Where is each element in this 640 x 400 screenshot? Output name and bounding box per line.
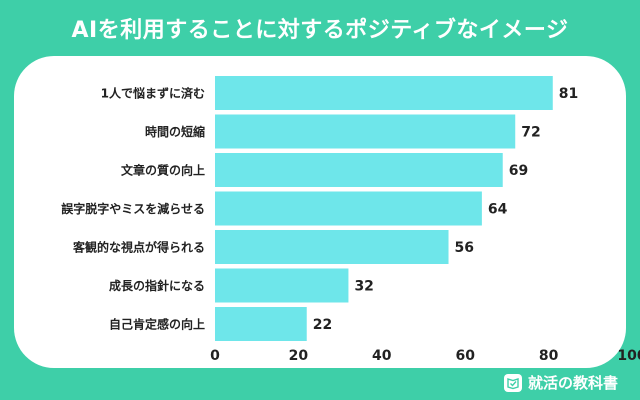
category-label: 誤字脱字やミスを減らせる <box>61 201 205 216</box>
data-label: 32 <box>354 279 373 295</box>
category-label: 文章の質の向上 <box>121 163 205 178</box>
x-tick-label: 40 <box>372 348 392 364</box>
brand-logo: 就活の教科書 <box>503 372 618 393</box>
bar <box>215 153 503 187</box>
category-label: 1人で悩まずに済む <box>101 86 205 101</box>
data-label: 64 <box>488 202 508 218</box>
category-label: 時間の短縮 <box>145 124 205 139</box>
bar <box>215 76 553 110</box>
book-check-icon <box>503 373 522 392</box>
category-label: 客観的な視点が得られる <box>72 240 205 255</box>
bar <box>215 307 307 341</box>
x-tick-label: 0 <box>210 348 220 364</box>
data-label: 69 <box>509 163 528 179</box>
data-label: 72 <box>521 125 540 141</box>
category-label: 成長の指針になる <box>109 278 205 293</box>
bar <box>215 268 349 303</box>
x-tick-label: 20 <box>289 348 309 364</box>
brand-name: 就活の教科書 <box>527 374 618 392</box>
bar <box>215 230 449 264</box>
chart-title: AIを利用することに対するポジティブなイメージ <box>71 18 569 43</box>
bar <box>215 114 516 149</box>
data-label: 56 <box>455 240 474 256</box>
x-tick-label: 80 <box>539 348 559 364</box>
category-label: 自己肯定感の向上 <box>109 317 205 332</box>
x-tick-label: 60 <box>455 348 475 364</box>
bar <box>215 191 482 226</box>
data-label: 22 <box>313 317 332 333</box>
data-label: 81 <box>559 86 578 102</box>
x-tick-label: 100 <box>617 348 640 364</box>
